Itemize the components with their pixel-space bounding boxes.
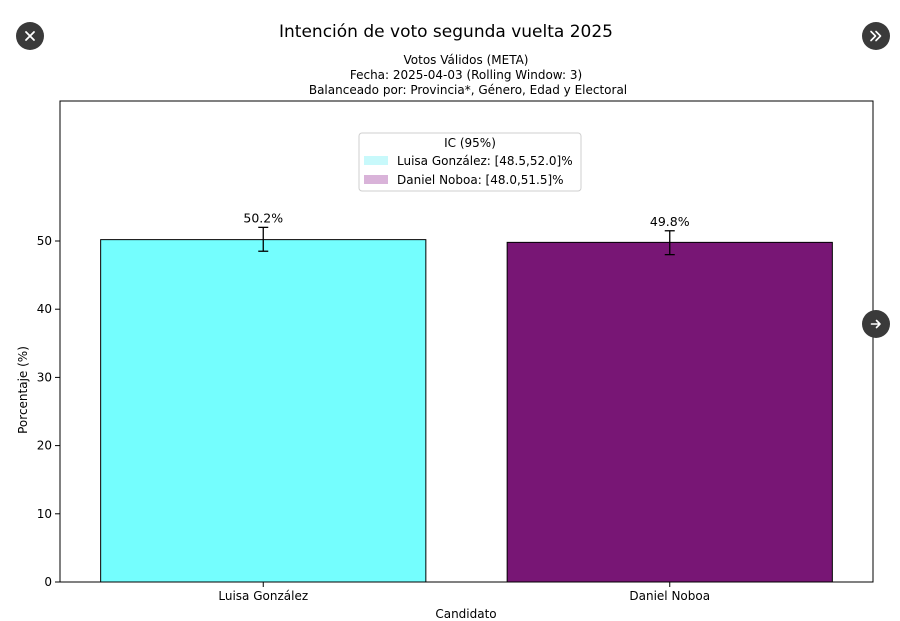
x-tick-label-luisa-gonzalez: Luisa González xyxy=(218,589,308,603)
y-tick-label-30: 30 xyxy=(37,370,52,384)
close-button[interactable] xyxy=(16,22,44,50)
x-tick-label-daniel-noboa: Daniel Noboa xyxy=(629,589,710,603)
plot-frame xyxy=(59,100,874,583)
plot-area: 0 10 20 30 40 50 50.2% Luisa González 49.8% Danie… xyxy=(37,210,833,603)
legend-box xyxy=(358,132,582,192)
y-axis-label: Porcentaje (%) xyxy=(16,346,30,434)
arrow-right-icon xyxy=(870,319,881,329)
y-tick-label-40: 40 xyxy=(37,302,52,316)
double-chevron-right-icon xyxy=(870,30,882,42)
x-axis-label: Candidato xyxy=(435,607,496,621)
legend-title: IC (95%) xyxy=(444,136,496,150)
bar-luisa-gonzalez xyxy=(100,239,427,583)
y-tick-label-0: 0 xyxy=(44,575,52,589)
y-tick-label-10: 10 xyxy=(37,507,52,521)
legend-swatch-luisa-gonzalez xyxy=(364,156,388,165)
close-icon xyxy=(25,31,35,41)
legend-entry-luisa-gonzalez: Luisa González: [48.5,52.0]% xyxy=(397,154,573,168)
chart-title: Intención de voto segunda vuelta 2025 xyxy=(279,22,613,42)
next-double-button[interactable] xyxy=(862,22,890,50)
value-label-daniel-noboa: 49.8% xyxy=(650,214,690,229)
legend-entry-daniel-noboa: Daniel Noboa: [48.0,51.5]% xyxy=(397,173,564,187)
value-label-luisa-gonzalez: 50.2% xyxy=(243,210,283,225)
chart-subtitle-line-3: Balanceado por: Provincia*, Género, Edad… xyxy=(309,83,627,97)
legend-swatch-daniel-noboa xyxy=(364,175,388,184)
bar-daniel-noboa xyxy=(506,241,833,583)
chart-subtitle-line-1: Votos Válidos (META) xyxy=(404,53,529,67)
chart-subtitle-line-2: Fecha: 2025-04-03 (Rolling Window: 3) xyxy=(350,68,582,82)
y-tick-label-50: 50 xyxy=(37,234,52,248)
next-button[interactable] xyxy=(862,310,890,338)
legend: IC (95%) Luisa González: [48.5,52.0]% Da… xyxy=(358,132,582,192)
y-tick-label-20: 20 xyxy=(37,439,52,453)
